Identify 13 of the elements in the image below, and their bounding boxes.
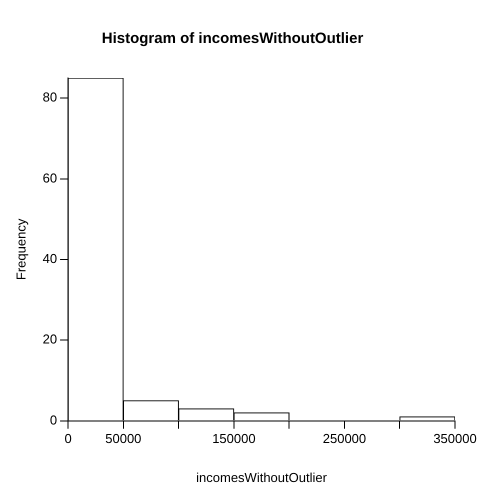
x-tick-label: 150000 [212, 431, 256, 446]
x-axis-title: incomesWithoutOutlier [196, 470, 328, 485]
x-tick-label: 0 [64, 431, 72, 446]
x-tick-label: 250000 [322, 431, 366, 446]
y-tick-label: 60 [42, 170, 58, 186]
y-tick-label: 0 [50, 412, 58, 428]
y-tick-label: 40 [42, 251, 58, 266]
y-tick-label: 20 [42, 332, 58, 347]
x-tick-label: 350000 [433, 431, 477, 446]
chart-title: Histogram of incomesWithoutOutlier [102, 30, 364, 48]
y-tick-label: 80 [42, 90, 58, 105]
x-tick-label: 50000 [105, 431, 142, 446]
y-axis-title: Frequency [13, 218, 28, 280]
